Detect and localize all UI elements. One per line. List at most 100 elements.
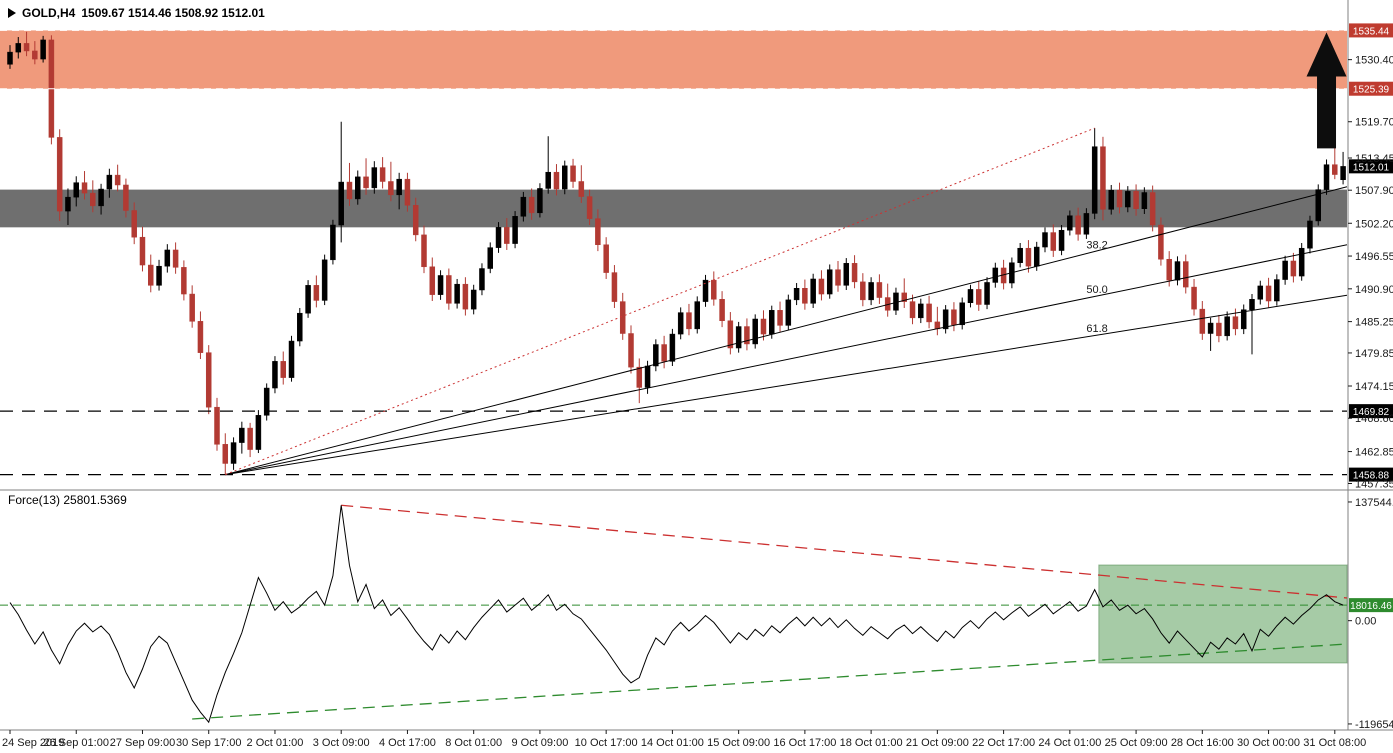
candle-body (1307, 220, 1313, 249)
candle-body (1133, 191, 1139, 210)
force-axis (1348, 501, 1393, 725)
candle-body (1050, 232, 1057, 251)
candle-body (636, 366, 643, 388)
candle-body (835, 269, 841, 286)
candle-body (172, 249, 179, 268)
candle-body (702, 279, 709, 302)
candle-body (1298, 247, 1305, 277)
time-axis-label: 8 Oct 01:00 (445, 737, 502, 749)
candle-body (802, 288, 808, 304)
fib-fan-label: 50.0 (1086, 284, 1107, 296)
candle-body (1158, 224, 1164, 260)
fib-fan-label: 61.8 (1086, 323, 1107, 335)
candle-body (164, 249, 171, 267)
up-arrow (1306, 32, 1347, 149)
candle-body (1025, 247, 1032, 267)
candle-body (1125, 191, 1131, 208)
candle-body (1166, 258, 1172, 281)
candle-body (744, 326, 750, 345)
price-axis-tick: 1479.85 (1355, 348, 1393, 360)
time-axis-label: 18 Oct 01:00 (840, 737, 903, 749)
force-upper-trendline (341, 504, 1348, 599)
candle-body (976, 289, 982, 305)
fib-fan (225, 186, 1348, 476)
candle-body (595, 218, 601, 245)
candle-body (371, 167, 378, 189)
candle-body (495, 227, 502, 248)
candle-body (263, 387, 270, 416)
price-zones (0, 30, 1347, 228)
convergence-box (1098, 564, 1348, 664)
time-axis-label: 24 Oct 01:00 (1038, 737, 1101, 749)
candle-body (396, 178, 402, 196)
resistance-zone (0, 30, 1347, 89)
time-axis-label: 15 Oct 09:00 (707, 737, 770, 749)
candle-body (363, 176, 369, 189)
time-axis-label: 30 Oct 00:00 (1237, 737, 1300, 749)
price-axis (1348, 23, 1393, 484)
price-axis-tick: 1474.15 (1355, 381, 1393, 393)
candle-body (694, 301, 700, 330)
candle-body (412, 205, 419, 236)
candle-body (280, 361, 286, 378)
time-axis-label: 14 Oct 01:00 (641, 737, 704, 749)
candle-body (653, 344, 659, 367)
price-axis-tick: 1507.90 (1355, 185, 1393, 197)
candle-body (562, 165, 568, 190)
price-badge-label: 1535.44 (1353, 26, 1390, 37)
candle-body (901, 292, 907, 302)
price-badge-bg (1349, 467, 1393, 482)
candle-body (230, 442, 237, 464)
time-axis-label: 21 Oct 09:00 (906, 737, 969, 749)
candle-body (918, 303, 924, 319)
price-axis-tick: 1468.60 (1355, 413, 1393, 425)
price-axis-tick: 1519.70 (1355, 117, 1393, 129)
candle-body (769, 310, 775, 335)
candle-body (711, 279, 717, 300)
candle-body (586, 196, 593, 219)
candle-body (1274, 279, 1280, 302)
price-badge-bg (1349, 159, 1393, 174)
candle-body (942, 309, 949, 330)
candle-body (81, 182, 88, 194)
candle-body (313, 285, 320, 301)
candle-body (578, 181, 585, 197)
fib-fan-line (225, 294, 1348, 476)
price-badge-label: 1512.01 (1353, 162, 1390, 173)
candle-body (619, 301, 626, 334)
candle-body (545, 171, 551, 189)
candle-body (851, 263, 858, 283)
candle-body (1149, 192, 1156, 226)
candle-body (603, 244, 609, 273)
candle-body (214, 406, 220, 445)
candle-body (1191, 286, 1197, 310)
fib-fan-label: 38.2 (1086, 240, 1107, 252)
candle-body (56, 137, 63, 212)
candle-body (404, 178, 411, 206)
candle-body (661, 344, 667, 362)
candle-body (346, 181, 353, 200)
candle-body (1216, 322, 1222, 337)
price-badge-label: 1458.88 (1353, 471, 1390, 482)
price-badge-label: 1469.82 (1353, 407, 1390, 418)
candle-body (1141, 192, 1148, 210)
candle-body (909, 301, 916, 319)
candle-body (487, 247, 493, 269)
dotted-trendline (225, 127, 1095, 476)
candle-body (760, 318, 767, 335)
price-badge-label: 1525.39 (1353, 85, 1390, 96)
candle-body (727, 320, 734, 349)
candle-body (537, 188, 543, 214)
candle-body (15, 43, 22, 53)
candle-body (570, 165, 576, 182)
candle-body (189, 293, 195, 322)
candle-body (446, 275, 452, 304)
candle-body (131, 210, 137, 238)
force-lower-trendline (192, 643, 1348, 720)
candle-body (1207, 322, 1214, 334)
price-badge-bg (1349, 23, 1393, 38)
candle-body (1075, 215, 1081, 235)
candle-body (967, 289, 974, 304)
